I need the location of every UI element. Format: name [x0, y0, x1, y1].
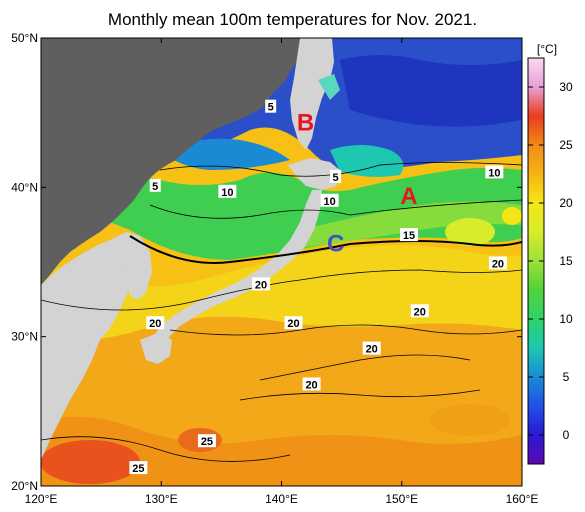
colorbar-ticks: 0 5 10 15 20 25 30	[528, 80, 573, 442]
land-kyushu	[140, 332, 172, 364]
contour-label: 20	[414, 306, 426, 318]
axis-ticks: 120°E 130°E 140°E 150°E 160°E 20°N 30°N 40°N 50°…	[11, 31, 538, 506]
contour-label-bg	[320, 193, 339, 207]
warm-eddy-east	[430, 404, 510, 436]
contour-20-mid	[169, 324, 522, 336]
oyashio-intrusion	[330, 145, 404, 177]
map-title: Monthly mean 100m temperatures for Nov. …	[107, 10, 478, 29]
marker-label-c: C	[327, 231, 344, 258]
warm-ring-east	[445, 218, 495, 246]
contour-label-bg	[302, 377, 321, 391]
land-hokkaido	[288, 158, 342, 190]
contour-label: 20	[287, 318, 299, 330]
contour-label: 10	[221, 187, 233, 199]
colorbar-unit-label: [°C]	[537, 42, 557, 56]
colorbar-tick-label: 15	[559, 254, 573, 268]
contour-label-bg	[146, 316, 165, 330]
marker-label-a: A	[400, 183, 417, 210]
contour-label: 20	[366, 344, 378, 356]
contour-label: 10	[323, 196, 335, 208]
contour-label: 25	[201, 436, 213, 448]
map-area	[41, 38, 522, 486]
contour-15	[129, 235, 522, 264]
warm-ring-far-east	[502, 207, 522, 225]
land-sakhalin	[290, 38, 334, 150]
land-china	[41, 240, 132, 460]
cold-water-japan-sea	[160, 138, 290, 170]
contour-label-bg	[265, 99, 277, 113]
colorbar-tick-label: 25	[559, 138, 573, 152]
lon-tick-label: 160°E	[506, 492, 539, 506]
lat-tick-label: 50°N	[11, 31, 38, 45]
land-korea	[110, 232, 152, 300]
colorbar-tick-label: 10	[559, 312, 573, 326]
colorbar-tick-label: 0	[563, 428, 570, 442]
contour-label: 15	[403, 230, 415, 242]
contour-5	[159, 162, 522, 177]
contour-20-north	[41, 269, 522, 311]
lat-tick-label: 30°N	[11, 330, 38, 344]
contour-label-bg	[399, 228, 418, 242]
contour-label: 20	[149, 318, 161, 330]
contour-label: 20	[255, 279, 267, 291]
contour-20-south	[259, 354, 471, 381]
contour-label-bg	[485, 165, 504, 179]
warm-eddy-south-west	[41, 440, 140, 484]
colorbar: [°C] 0 5 10 15 20 25 30	[527, 42, 573, 465]
lat-tick-label: 40°N	[11, 180, 38, 194]
marker-label-b: B	[297, 110, 314, 137]
contour-label-bg	[149, 178, 161, 192]
contour-label-bg	[218, 184, 237, 198]
contour-label: 20	[305, 379, 317, 391]
point-markers: A B C	[297, 110, 418, 258]
contour-lines	[41, 162, 522, 462]
lon-tick-label: 120°E	[25, 492, 58, 506]
lon-tick-label: 140°E	[265, 492, 298, 506]
ice-patch	[318, 74, 340, 100]
contour-label-bg	[410, 304, 429, 318]
land-asia	[41, 38, 300, 285]
colorbar-tick-label: 20	[559, 196, 573, 210]
contour-label: 25	[132, 463, 144, 475]
contour-label: 10	[488, 167, 500, 179]
contour-20-lower	[239, 389, 481, 401]
contour-label-bg	[252, 277, 271, 291]
contour-labels: 5 5 5 10 10 10 15 20 20 20 20 20 20 20 25 25	[129, 99, 507, 475]
contour-label-bg	[129, 461, 148, 475]
colorbar-tick-label: 5	[563, 370, 570, 384]
cold-core-north	[340, 55, 522, 127]
lat-tick-label: 20°N	[11, 479, 38, 493]
ocean-warm-band	[41, 416, 522, 486]
contour-label-bg	[330, 169, 342, 183]
contour-25	[41, 436, 291, 462]
lon-tick-label: 130°E	[145, 492, 178, 506]
contour-label-bg	[197, 434, 216, 448]
contour-label: 5	[152, 181, 158, 193]
contour-label-bg	[362, 341, 381, 355]
contour-10	[149, 199, 522, 219]
lon-tick-label: 150°E	[385, 492, 418, 506]
contour-label: 20	[492, 258, 504, 270]
colorbar-tick-label: 30	[559, 80, 573, 94]
contour-label: 5	[268, 102, 274, 114]
land-honshu	[152, 190, 322, 348]
front-band-south	[300, 201, 522, 248]
contour-label-bg	[488, 256, 507, 270]
contour-label-bg	[284, 316, 303, 330]
land-taiwan	[41, 394, 60, 450]
contour-label: 5	[333, 172, 339, 184]
